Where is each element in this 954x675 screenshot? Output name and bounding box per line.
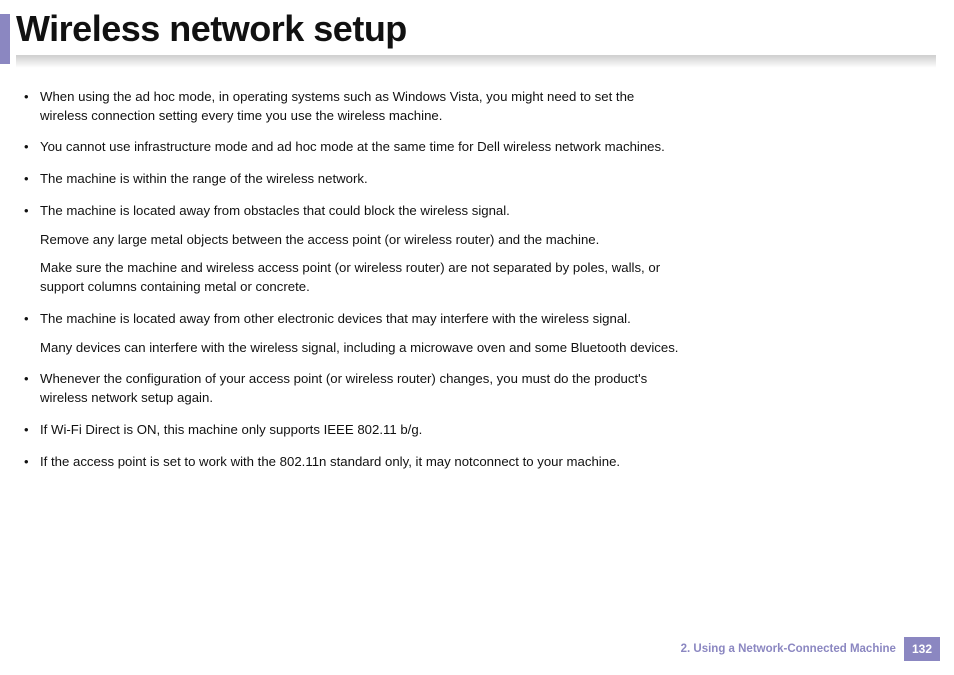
bullet-subtext: Many devices can interfere with the wire… — [40, 339, 684, 358]
list-item: The machine is located away from obstacl… — [22, 202, 684, 297]
bullet-list: When using the ad hoc mode, in operating… — [22, 88, 684, 471]
bullet-text: You cannot use infrastructure mode and a… — [40, 139, 665, 154]
bullet-text: When using the ad hoc mode, in operating… — [40, 89, 634, 123]
title-underline-shadow — [16, 55, 936, 69]
bullet-text: If Wi-Fi Direct is ON, this machine only… — [40, 422, 422, 437]
list-item: If Wi-Fi Direct is ON, this machine only… — [22, 421, 684, 440]
bullet-subtext: Make sure the machine and wireless acces… — [40, 259, 684, 296]
document-page: Wireless network setup When using the ad… — [0, 0, 954, 675]
bullet-text: If the access point is set to work with … — [40, 454, 620, 469]
bullet-text: Whenever the configuration of your acces… — [40, 371, 647, 405]
footer-page-number: 132 — [904, 637, 940, 661]
list-item: Whenever the configuration of your acces… — [22, 370, 684, 407]
page-title: Wireless network setup — [16, 8, 407, 50]
bullet-text: The machine is located away from other e… — [40, 311, 631, 326]
accent-bar — [0, 14, 10, 64]
footer-section-label: 2. Using a Network-Connected Machine — [681, 637, 904, 661]
bullet-text: The machine is within the range of the w… — [40, 171, 368, 186]
body-content: When using the ad hoc mode, in operating… — [22, 88, 684, 484]
list-item: The machine is located away from other e… — [22, 310, 684, 357]
list-item: If the access point is set to work with … — [22, 453, 684, 472]
bullet-text: The machine is located away from obstacl… — [40, 203, 510, 218]
page-footer: 2. Using a Network-Connected Machine 132 — [681, 637, 940, 661]
list-item: When using the ad hoc mode, in operating… — [22, 88, 684, 125]
list-item: You cannot use infrastructure mode and a… — [22, 138, 684, 157]
list-item: The machine is within the range of the w… — [22, 170, 684, 189]
bullet-subtext: Remove any large metal objects between t… — [40, 231, 684, 250]
